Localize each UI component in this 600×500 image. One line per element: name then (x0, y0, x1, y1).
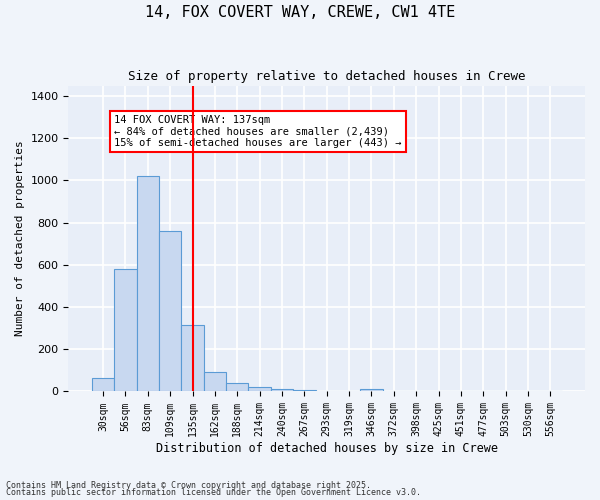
Bar (226, 384, 248, 392)
Bar (137, 176, 159, 392)
Text: 14 FOX COVERT WAY: 137sqm
← 84% of detached houses are smaller (2,439)
15% of se: 14 FOX COVERT WAY: 137sqm ← 84% of detac… (114, 115, 402, 148)
Bar (204, 372, 226, 392)
Bar (159, 231, 181, 392)
Bar (360, 389, 383, 392)
Bar (248, 388, 271, 392)
Y-axis label: Number of detached properties: Number of detached properties (15, 140, 25, 336)
Text: Contains public sector information licensed under the Open Government Licence v3: Contains public sector information licen… (6, 488, 421, 497)
Text: Contains HM Land Registry data © Crown copyright and database right 2025.: Contains HM Land Registry data © Crown c… (6, 480, 371, 490)
Bar (293, 390, 316, 392)
Title: Size of property relative to detached houses in Crewe: Size of property relative to detached ho… (128, 70, 526, 83)
X-axis label: Distribution of detached houses by size in Crewe: Distribution of detached houses by size … (156, 442, 498, 455)
Bar (271, 389, 293, 392)
Bar (181, 325, 204, 392)
Text: 14, FOX COVERT WAY, CREWE, CW1 4TE: 14, FOX COVERT WAY, CREWE, CW1 4TE (145, 5, 455, 20)
Bar (114, 269, 137, 392)
Bar (92, 378, 114, 392)
